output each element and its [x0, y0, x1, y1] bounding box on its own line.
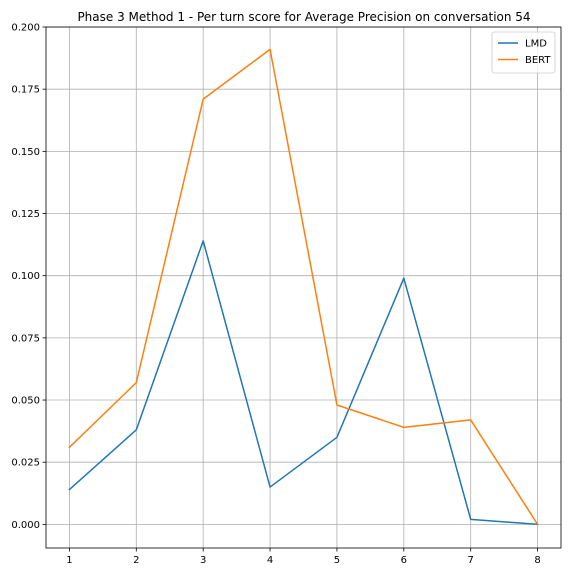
y-tick-label: 0.200: [11, 23, 40, 34]
y-tick-label: 0.075: [11, 333, 40, 344]
y-tick-label: 0.000: [11, 520, 40, 531]
x-axis: 1 2 3 4 5 6 7 8: [66, 548, 541, 566]
y-tick-label: 0.050: [11, 396, 40, 407]
series-lines: [68, 48, 539, 526]
series-line-lmd: [68, 240, 539, 526]
x-tick-label: 1: [66, 555, 72, 566]
x-tick-label: 4: [267, 555, 273, 566]
series-line-bert: [68, 48, 539, 526]
y-axis: 0.000 0.025 0.050 0.075 0.100 0.125 0.150 0.175…: [11, 23, 46, 531]
x-tick-label: 6: [401, 555, 407, 566]
chart-title: Phase 3 Method 1 - Per turn score for Av…: [77, 10, 530, 24]
y-tick-label: 0.100: [11, 271, 40, 282]
plot-frame: [45, 26, 562, 549]
x-tick-label: 2: [133, 555, 139, 566]
plot-area: [45, 26, 562, 549]
legend-label-bert: BERT: [525, 55, 551, 66]
legend: LMD BERT: [491, 31, 556, 74]
y-tick-label: 0.025: [11, 458, 40, 469]
y-tick-label: 0.150: [11, 147, 40, 158]
x-tick-label: 7: [468, 555, 474, 566]
plot-background: [46, 27, 561, 548]
x-tick-label: 8: [534, 555, 540, 566]
x-tick-label: 3: [200, 555, 206, 566]
y-tick-label: 0.175: [11, 85, 40, 96]
legend-label-lmd: LMD: [525, 39, 547, 50]
y-tick-label: 0.125: [11, 209, 40, 220]
x-tick-label: 5: [334, 555, 340, 566]
